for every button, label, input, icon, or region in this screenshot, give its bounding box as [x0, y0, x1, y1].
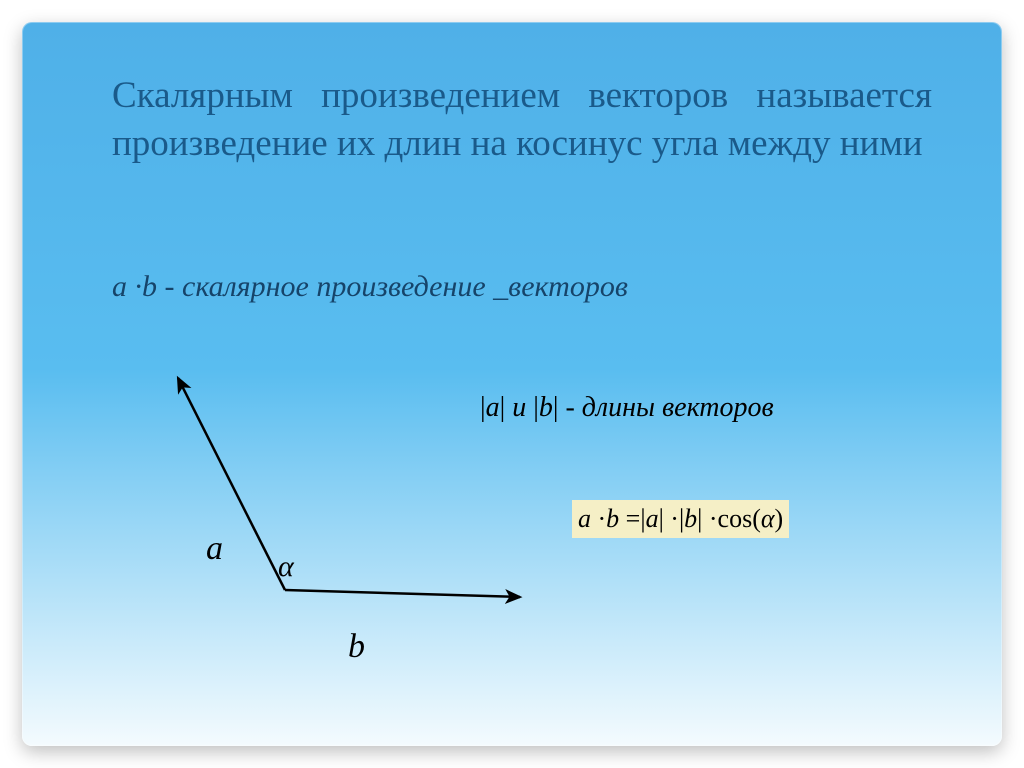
slide-card: Скалярным произведением векторов называе… [22, 22, 1002, 746]
page-title: Скалярным произведением векторов называе… [112, 72, 932, 168]
formula-dot2: · [664, 504, 679, 533]
subtitle-definition: a ·b - скалярное произведение _векторов [112, 270, 628, 304]
vector-b [285, 590, 520, 597]
formula-eq: = [619, 504, 640, 533]
formula-abar: a [646, 504, 659, 533]
vector-a [178, 378, 285, 590]
subtitle-prefix: a ·b [112, 270, 157, 303]
lengths-dash: - [558, 392, 581, 423]
formula-close: ) [775, 504, 784, 533]
label-b: b [348, 628, 365, 666]
lengths-b: b [539, 392, 553, 423]
formula-dot3: ·cos( [702, 504, 760, 533]
subtitle-dash: - [157, 270, 182, 303]
lengths-rest: длины векторов [582, 392, 774, 423]
vector-diagram [100, 360, 530, 660]
formula-b: b [606, 504, 619, 533]
formula-bbar: b [684, 504, 697, 533]
subtitle-rest: скалярное произведение _векторов [182, 270, 628, 303]
formula-box: a ·b =|a| ·|b| ·cos(α) [572, 500, 789, 538]
label-a: a [206, 530, 223, 568]
formula-dot1: · [591, 504, 606, 533]
formula-alpha: α [761, 504, 775, 533]
formula-a: a [578, 504, 591, 533]
label-alpha: α [278, 550, 294, 584]
slide: Скалярным произведением векторов называе… [0, 0, 1024, 768]
